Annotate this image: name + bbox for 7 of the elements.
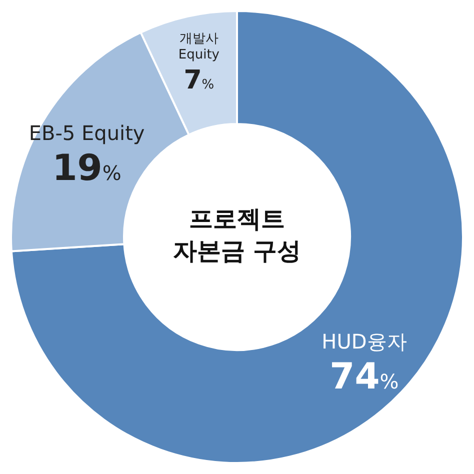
slice-label: HUD융자	[322, 329, 407, 354]
data-label: 74%	[330, 356, 399, 398]
slice-label: EB-5 Equity	[28, 121, 145, 146]
text: 프로젝트 자본금 구성	[172, 205, 302, 266]
data-label: 7%	[184, 66, 214, 96]
data-label: 19%	[52, 148, 122, 190]
slice-label: 개발사 Equity	[178, 32, 220, 63]
